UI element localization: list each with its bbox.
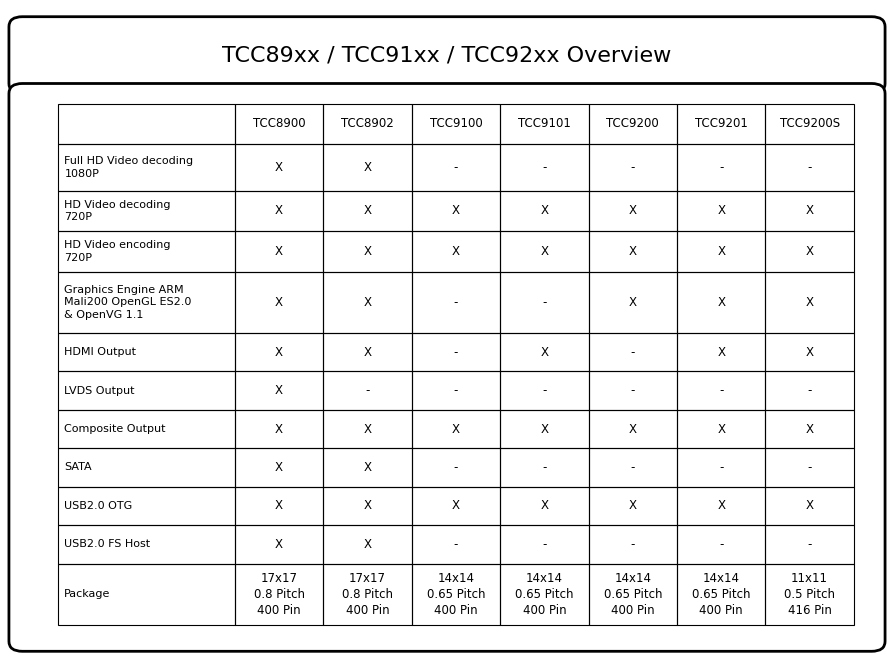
Text: X: X: [364, 500, 372, 512]
Text: TCC9201: TCC9201: [695, 118, 747, 130]
Text: USB2.0 FS Host: USB2.0 FS Host: [64, 539, 150, 549]
Text: X: X: [540, 423, 548, 436]
Text: 17x17
0.8 Pitch
400 Pin: 17x17 0.8 Pitch 400 Pin: [342, 572, 393, 617]
Text: USB2.0 OTG: USB2.0 OTG: [64, 501, 132, 511]
Text: TCC8902: TCC8902: [342, 118, 394, 130]
Text: -: -: [454, 538, 458, 551]
Text: X: X: [717, 245, 725, 258]
Text: TCC8900: TCC8900: [253, 118, 306, 130]
Text: -: -: [542, 296, 546, 309]
Text: 11x11
0.5 Pitch
416 Pin: 11x11 0.5 Pitch 416 Pin: [784, 572, 835, 617]
Text: 14x14
0.65 Pitch
400 Pin: 14x14 0.65 Pitch 400 Pin: [692, 572, 750, 617]
Text: -: -: [454, 296, 458, 309]
Text: X: X: [717, 346, 725, 359]
Text: Composite Output: Composite Output: [64, 424, 166, 434]
Text: -: -: [454, 461, 458, 474]
Text: X: X: [628, 296, 637, 309]
Text: X: X: [452, 500, 460, 512]
Text: HD Video encoding
720P: HD Video encoding 720P: [64, 240, 171, 263]
Text: X: X: [275, 384, 283, 397]
Text: -: -: [719, 384, 723, 397]
Text: X: X: [275, 245, 283, 258]
Text: X: X: [364, 461, 372, 474]
Text: TCC9101: TCC9101: [518, 118, 570, 130]
Text: SATA: SATA: [64, 462, 92, 472]
Text: X: X: [628, 500, 637, 512]
Text: X: X: [540, 500, 548, 512]
Text: Package: Package: [64, 589, 111, 599]
Text: X: X: [275, 538, 283, 551]
Text: X: X: [628, 245, 637, 258]
Text: X: X: [452, 204, 460, 217]
Text: X: X: [805, 296, 814, 309]
Text: -: -: [454, 161, 458, 174]
Text: X: X: [275, 204, 283, 217]
Text: 17x17
0.8 Pitch
400 Pin: 17x17 0.8 Pitch 400 Pin: [254, 572, 305, 617]
Text: -: -: [807, 161, 812, 174]
Text: X: X: [540, 245, 548, 258]
Text: 14x14
0.65 Pitch
400 Pin: 14x14 0.65 Pitch 400 Pin: [426, 572, 485, 617]
Text: -: -: [807, 384, 812, 397]
Text: -: -: [630, 346, 635, 359]
Text: 14x14
0.65 Pitch
400 Pin: 14x14 0.65 Pitch 400 Pin: [515, 572, 574, 617]
Text: X: X: [805, 346, 814, 359]
Text: X: X: [364, 346, 372, 359]
Text: X: X: [717, 423, 725, 436]
Text: -: -: [807, 461, 812, 474]
Text: X: X: [275, 461, 283, 474]
Text: -: -: [542, 161, 546, 174]
Text: TCC9200: TCC9200: [606, 118, 659, 130]
Text: X: X: [364, 161, 372, 174]
Text: X: X: [452, 423, 460, 436]
Text: LVDS Output: LVDS Output: [64, 385, 135, 395]
Text: -: -: [719, 161, 723, 174]
Text: -: -: [454, 346, 458, 359]
Text: Graphics Engine ARM
Mali200 OpenGL ES2.0
& OpenVG 1.1: Graphics Engine ARM Mali200 OpenGL ES2.0…: [64, 285, 191, 320]
Text: X: X: [717, 204, 725, 217]
Text: -: -: [630, 161, 635, 174]
Text: X: X: [540, 204, 548, 217]
Text: -: -: [719, 538, 723, 551]
Text: X: X: [805, 423, 814, 436]
Text: -: -: [454, 384, 458, 397]
Text: X: X: [275, 296, 283, 309]
Text: X: X: [805, 500, 814, 512]
Text: X: X: [364, 245, 372, 258]
Text: X: X: [628, 204, 637, 217]
Text: X: X: [540, 346, 548, 359]
Text: -: -: [807, 538, 812, 551]
Text: X: X: [364, 423, 372, 436]
Text: -: -: [542, 461, 546, 474]
Text: -: -: [630, 461, 635, 474]
Text: X: X: [717, 500, 725, 512]
Text: -: -: [542, 538, 546, 551]
Text: 14x14
0.65 Pitch
400 Pin: 14x14 0.65 Pitch 400 Pin: [603, 572, 662, 617]
Text: -: -: [366, 384, 370, 397]
Text: TCC9200S: TCC9200S: [780, 118, 839, 130]
Text: -: -: [542, 384, 546, 397]
Text: -: -: [630, 538, 635, 551]
Text: X: X: [452, 245, 460, 258]
Text: HDMI Output: HDMI Output: [64, 347, 137, 357]
Text: X: X: [805, 204, 814, 217]
Text: X: X: [275, 500, 283, 512]
Text: X: X: [275, 423, 283, 436]
Text: X: X: [717, 296, 725, 309]
Text: X: X: [805, 245, 814, 258]
Text: -: -: [630, 384, 635, 397]
Text: X: X: [275, 161, 283, 174]
Text: HD Video decoding
720P: HD Video decoding 720P: [64, 200, 171, 222]
Text: TCC9100: TCC9100: [429, 118, 483, 130]
Text: Full HD Video decoding
1080P: Full HD Video decoding 1080P: [64, 156, 193, 178]
Text: -: -: [719, 461, 723, 474]
Text: TCC89xx / TCC91xx / TCC92xx Overview: TCC89xx / TCC91xx / TCC92xx Overview: [223, 45, 671, 65]
Text: X: X: [628, 423, 637, 436]
Text: X: X: [364, 204, 372, 217]
Text: X: X: [364, 538, 372, 551]
Text: X: X: [275, 346, 283, 359]
Text: X: X: [364, 296, 372, 309]
